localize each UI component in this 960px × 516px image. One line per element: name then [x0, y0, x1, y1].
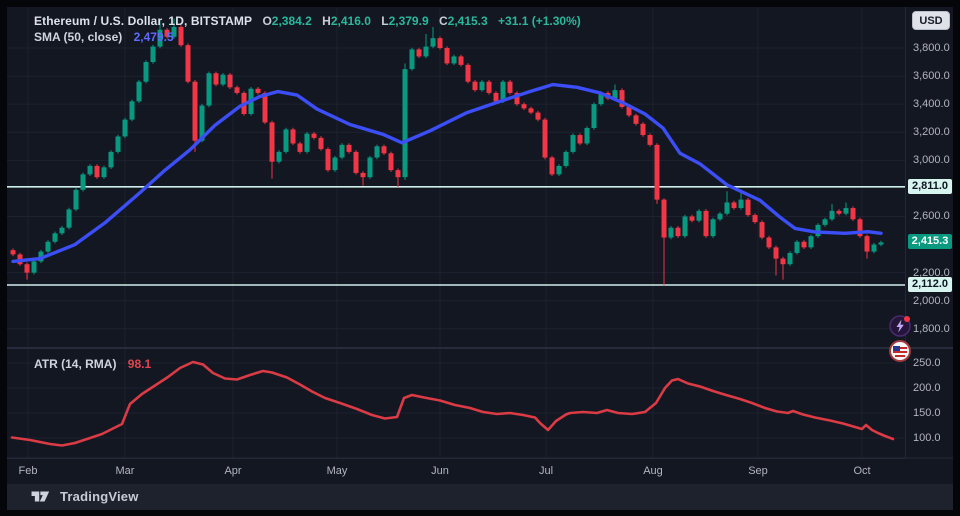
level-price-label: 2,811.0 [908, 178, 952, 194]
price-tick: 2,000.0 [913, 294, 950, 307]
price-tick: 3,400.0 [913, 98, 950, 111]
price-tick: 1,800.0 [913, 322, 950, 335]
atr-study-name[interactable]: ATR (14, RMA) [34, 357, 117, 371]
bottom-bar: TradingView [7, 484, 953, 510]
change-value: +31.1 (+1.30%) [498, 14, 581, 28]
tradingview-logo-link[interactable]: TradingView [31, 489, 139, 504]
open-label: O [262, 14, 272, 28]
currency-toggle-button[interactable]: USD [912, 11, 950, 30]
sma50-line[interactable] [11, 82, 883, 264]
atr-tick: 100.0 [913, 432, 941, 444]
atr-tick: 150.0 [913, 407, 941, 419]
month-label-oct: Oct [853, 465, 871, 477]
month-label-sep: Sep [748, 465, 768, 477]
price-tick: 3,600.0 [913, 70, 950, 83]
atr-tick: 200.0 [913, 382, 941, 394]
high-value: 2,416.0 [330, 14, 371, 28]
month-label-apr: Apr [224, 465, 242, 477]
month-label-mar: Mar [115, 465, 135, 477]
tradingview-logo-icon [31, 491, 50, 502]
candles [10, 18, 884, 286]
price-tick: 3,000.0 [913, 154, 950, 167]
close-label: C [438, 14, 448, 28]
atr-legend[interactable]: ATR (14, RMA) 98.1 [34, 357, 151, 371]
price-tick: 2,200.0 [913, 266, 950, 279]
month-label-jun: Jun [431, 465, 449, 477]
sma-value: 2,479.5 [133, 30, 174, 44]
symbol-title[interactable]: Ethereum / U.S. Dollar, 1D, BITSTAMP [34, 14, 253, 28]
atr-tick: 250.0 [913, 357, 941, 369]
time-axis[interactable]: Feb Mar Apr May Jun Jul Aug Sep Oct [7, 458, 905, 484]
price-tick: 3,200.0 [913, 126, 950, 139]
sma-study-name[interactable]: SMA (50, close) [34, 30, 123, 44]
chart-panel: Ethereum / U.S. Dollar, 1D, BITSTAMP O2,… [7, 7, 953, 484]
brand-name: TradingView [60, 489, 139, 504]
atr-line[interactable] [10, 360, 895, 447]
event-icons [889, 315, 913, 365]
grid-lines [7, 8, 905, 458]
month-label-may: May [326, 465, 348, 477]
sma-legend[interactable]: SMA (50, close) 2,479.5 [34, 30, 174, 44]
price-chart-canvas[interactable] [7, 7, 953, 484]
low-label: L [381, 14, 389, 28]
price-tick: 2,600.0 [913, 210, 950, 223]
month-label-aug: Aug [643, 465, 663, 477]
main-legend[interactable]: Ethereum / U.S. Dollar, 1D, BITSTAMP O2,… [34, 14, 581, 28]
us-flag-icon[interactable] [889, 340, 911, 362]
open-value: 2,384.2 [271, 14, 312, 28]
level-price-label: 2,112.0 [908, 276, 952, 292]
low-value: 2,379.9 [388, 14, 429, 28]
last-price-label: 2,415.3 [908, 234, 952, 250]
key-events-icon[interactable] [889, 315, 911, 337]
price-tick: 3,800.0 [913, 42, 950, 54]
close-value: 2,415.3 [447, 14, 488, 28]
month-label-feb: Feb [18, 465, 38, 477]
atr-value: 98.1 [127, 357, 152, 371]
price-scale[interactable]: USD 3,800.0 3,600.0 3,400.0 3,200.0 3,000.0 2… [905, 7, 953, 458]
high-label: H [322, 14, 331, 28]
month-label-jul: Jul [538, 465, 554, 477]
